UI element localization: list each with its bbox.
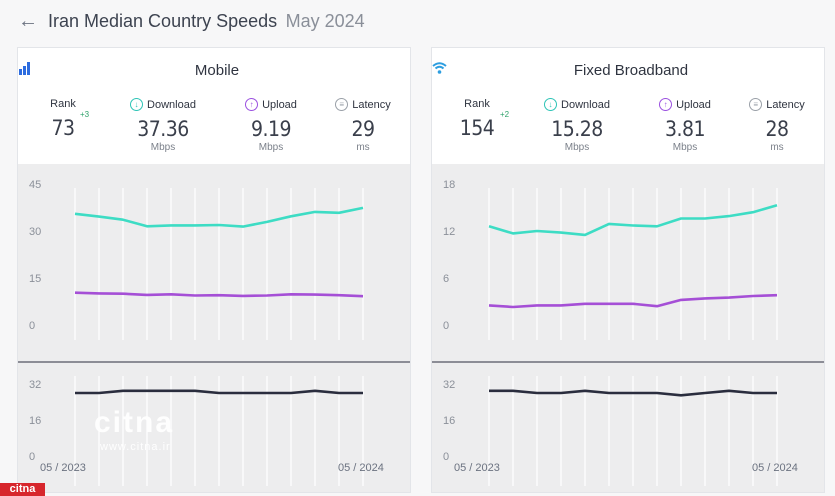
page-header: ← Iran Median Country Speeds May 2024	[18, 8, 365, 34]
upload-series-line	[488, 293, 778, 309]
metric-download: ↓ Download 15.28 Mbps	[532, 98, 622, 153]
upload-series-line	[74, 291, 364, 298]
page-subtitle: May 2024	[285, 10, 365, 31]
rank-label: Rank	[464, 98, 490, 110]
card-header: Mobile Rank 73 +3 ↓ Download 37.36 Mbps ↑ Upload 9…	[18, 48, 410, 164]
latency-label-row: ≡ Latency	[732, 98, 822, 111]
watermark-url: www.citna.ir	[100, 441, 171, 453]
metric-latency: ≡ Latency 29 ms	[318, 98, 408, 153]
download-unit: Mbps	[150, 142, 176, 153]
upload-value: 9.19	[250, 117, 292, 141]
metric-rank: Rank 73 +3	[18, 98, 108, 140]
metric-upload: ↑ Upload 9.19 Mbps	[226, 98, 316, 153]
latency-y-tick: 0	[443, 451, 449, 463]
latency-label-row: ≡ Latency	[318, 98, 408, 111]
rank-label-row: Rank	[18, 98, 108, 110]
fixed-broadband-card: Fixed Broadband Rank 154 +2 ↓ Download 15.28 Mb…	[431, 47, 825, 493]
latency-value: 28	[765, 117, 789, 141]
watermark-brand: citna	[94, 406, 175, 439]
latency-series-line	[489, 389, 777, 397]
speed-y-tick: 15	[29, 273, 41, 285]
speed-latency-chart: 0 15 30 45 0 16 32 05 / 2023 05 / 2024	[18, 179, 410, 486]
x-start-label: 05 / 2023	[40, 462, 86, 474]
speed-y-tick: 12	[443, 226, 455, 238]
download-label-row: ↓ Download	[532, 98, 622, 111]
card-title: Fixed Broadband	[432, 62, 824, 79]
download-icon: ↓	[130, 98, 144, 111]
x-start-label: 05 / 2023	[454, 462, 500, 474]
latency-unit: ms	[770, 142, 784, 153]
x-end-label: 05 / 2024	[338, 462, 384, 474]
upload-label-row: ↑ Upload	[640, 98, 730, 111]
rank-label: Rank	[50, 98, 76, 110]
speed-latency-chart: 0 6 12 18 0 16 32 05 / 2023 05 / 2024	[432, 179, 824, 486]
speed-y-tick: 6	[443, 273, 449, 285]
metric-download: ↓ Download 37.36 Mbps	[118, 98, 208, 153]
latency-label: Latency	[352, 98, 391, 111]
latency-icon: ≡	[749, 98, 763, 111]
latency-value: 29	[351, 117, 375, 141]
upload-value: 3.81	[664, 117, 706, 141]
metric-latency: ≡ Latency 28 ms	[732, 98, 822, 153]
chart-area: 0 15 30 45 0 16 32 05 / 2023 05 / 2024	[18, 164, 410, 492]
latency-icon: ≡	[335, 98, 349, 111]
latency-y-tick: 16	[29, 415, 41, 427]
latency-unit: ms	[356, 142, 370, 153]
card-title: Mobile	[18, 62, 410, 79]
upload-icon: ↑	[245, 98, 259, 111]
download-icon: ↓	[544, 98, 558, 111]
page-title: Iran Median Country Speeds	[48, 10, 278, 31]
upload-label-row: ↑ Upload	[226, 98, 316, 111]
metric-upload: ↑ Upload 3.81 Mbps	[640, 98, 730, 153]
rank-value: 73	[51, 116, 75, 140]
speed-y-tick: 45	[29, 179, 41, 191]
download-value: 37.36	[137, 117, 189, 141]
rank-delta: +2	[500, 110, 510, 119]
latency-y-tick: 16	[443, 415, 455, 427]
speed-y-tick: 0	[29, 320, 35, 332]
speed-y-tick: 18	[443, 179, 455, 191]
upload-label: Upload	[676, 98, 711, 111]
x-end-label: 05 / 2024	[752, 462, 798, 474]
chart-area: 0 6 12 18 0 16 32 05 / 2023 05 / 2024	[432, 164, 824, 492]
card-title-label: Fixed Broadband	[573, 62, 689, 79]
metrics-row: Rank 154 +2 ↓ Download 15.28 Mbps ↑ Upload 3.81 Mb…	[432, 98, 824, 158]
latency-label: Latency	[766, 98, 805, 111]
latency-series-line	[75, 389, 363, 395]
mobile-card: Mobile Rank 73 +3 ↓ Download 37.36 Mbps ↑ Upload 9…	[17, 47, 411, 493]
rank-label-row: Rank	[432, 98, 522, 110]
rank-value: 154	[459, 116, 495, 140]
latency-y-tick: 32	[29, 379, 41, 391]
download-unit: Mbps	[564, 142, 590, 153]
upload-label: Upload	[262, 98, 297, 111]
upload-unit: Mbps	[672, 142, 698, 153]
upload-icon: ↑	[659, 98, 673, 111]
download-value: 15.28	[551, 117, 603, 141]
speed-y-tick: 30	[29, 226, 41, 238]
back-arrow-icon[interactable]: ←	[18, 10, 38, 32]
download-label: Download	[147, 98, 196, 111]
latency-y-tick: 0	[29, 451, 35, 463]
download-series-line	[74, 206, 364, 228]
metric-rank: Rank 154 +2	[432, 98, 522, 140]
metrics-row: Rank 73 +3 ↓ Download 37.36 Mbps ↑ Upload 9.19 Mbp…	[18, 98, 410, 158]
upload-unit: Mbps	[258, 142, 284, 153]
download-label-row: ↓ Download	[118, 98, 208, 111]
citna-logo: citna	[0, 483, 45, 496]
rank-delta: +3	[80, 110, 90, 119]
card-title-label: Mobile	[194, 62, 240, 79]
card-header: Fixed Broadband Rank 154 +2 ↓ Download 15.28 Mb…	[432, 48, 824, 164]
download-series-line	[488, 204, 778, 237]
speed-y-tick: 0	[443, 320, 449, 332]
download-label: Download	[561, 98, 610, 111]
latency-y-tick: 32	[443, 379, 455, 391]
